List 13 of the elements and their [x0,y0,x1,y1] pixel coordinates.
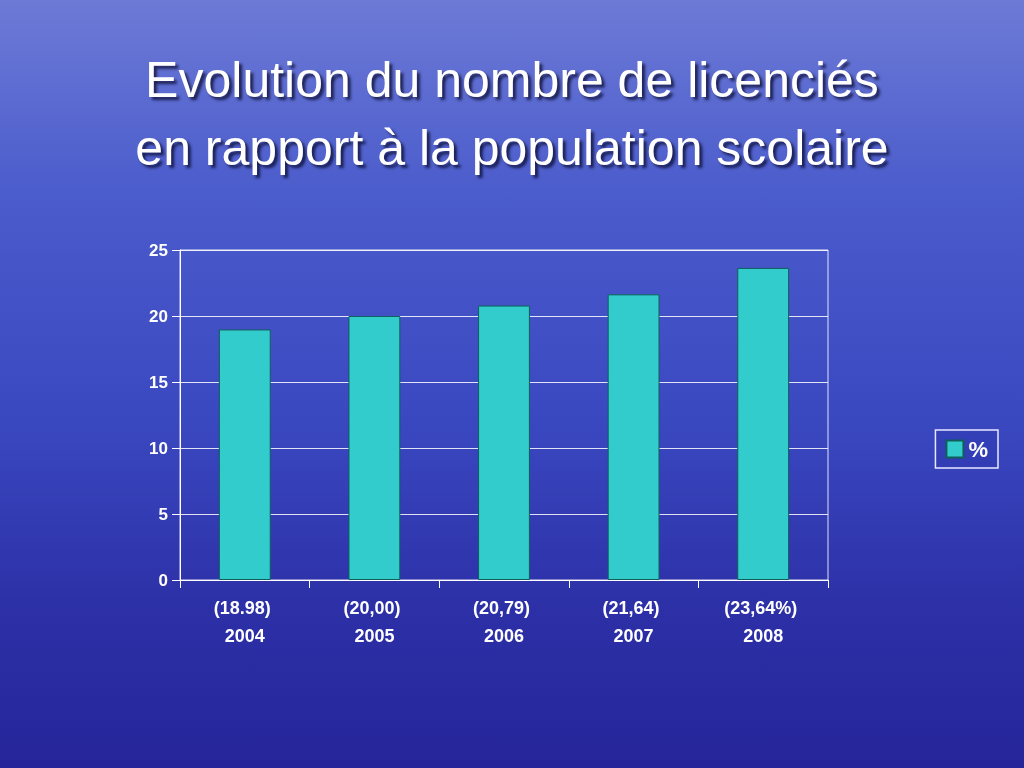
y-tick-label: 15 [149,372,168,392]
x-tick-label: (18.98) 2004 [213,598,276,646]
y-tick-label: 10 [149,438,168,458]
y-tick-label: 0 [158,570,168,590]
x-tick-label: (20,79) 2006 [472,598,536,646]
y-tick-label: 25 [149,240,168,260]
x-tick-label: (21,64) 2007 [602,598,665,646]
y-tick-label: 5 [158,504,168,524]
y-tick-label: 20 [149,306,168,326]
legend-label: % [968,436,988,462]
x-tick-label: (20,00) 2005 [343,598,406,646]
chart-title: Evolution du nombre de licenciés en rapport à la population scolaire [134,51,890,178]
x-tick-label: (23,64%) 2008 [724,598,803,646]
